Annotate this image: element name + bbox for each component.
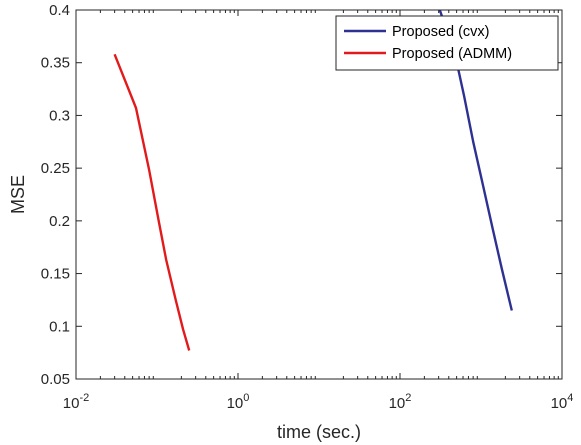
x-tick-label: 100	[227, 392, 250, 412]
y-tick-label: 0.1	[49, 318, 70, 335]
x-tick-label: 104	[551, 392, 574, 412]
x-tick-label: 102	[389, 392, 412, 412]
y-tick-label: 0.4	[49, 2, 70, 19]
series-line-2	[113, 53, 191, 351]
y-tick-label: 0.35	[41, 55, 70, 72]
x-axis-label: time (sec.)	[277, 422, 361, 442]
legend-box	[335, 15, 559, 71]
y-tick-label: 0.05	[41, 371, 70, 388]
legend: Proposed (cvx) Proposed (ADMM)	[335, 15, 559, 71]
y-tick-label: 0.2	[49, 213, 70, 230]
plot-frame	[75, 9, 563, 380]
legend-label: Proposed (ADMM)	[392, 46, 512, 62]
y-tick-label: 0.3	[49, 107, 70, 124]
y-axis-label: MSE	[8, 175, 28, 214]
legend-label: Proposed (cvx)	[392, 24, 490, 40]
x-tick-label: 10-2	[63, 392, 89, 412]
x-axis-ticks: 10-2 100 102 104	[63, 10, 574, 412]
y-tick-label: 0.15	[41, 266, 70, 283]
y-tick-label: 0.25	[41, 160, 70, 177]
